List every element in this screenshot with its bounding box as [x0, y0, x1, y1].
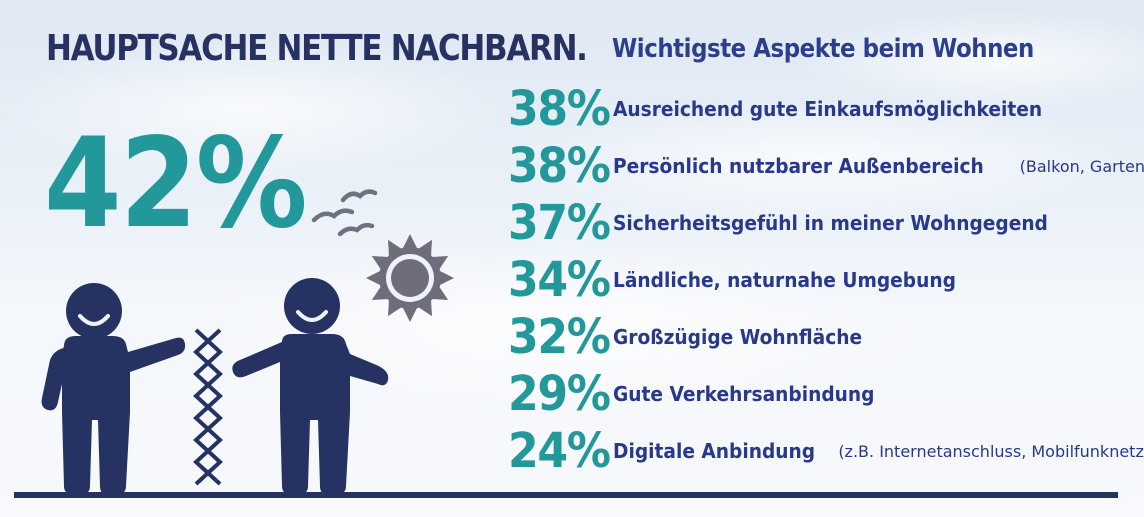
list-item-label: Digitale Anbindung [613, 439, 816, 463]
list-item-note: (Balkon, Garten) [1019, 156, 1144, 176]
page-subtitle: Wichtigste Aspekte beim Wohnen [612, 34, 1034, 64]
list-item: 38% Ausreichend gute Einkaufsmöglichkeit… [508, 80, 1074, 138]
list-item-value: 32% [508, 309, 611, 365]
person-left-icon [41, 283, 186, 494]
list-item-label: Persönlich nutzbarer Außenbereich [613, 154, 984, 178]
person-right-icon [232, 278, 389, 494]
list-item: 38% Persönlich nutzbarer Außenbereich (B… [508, 137, 1144, 195]
list-item: 34% Ländliche, naturnahe Umgebung [508, 251, 982, 309]
header: HAUPTSACHE NETTE NACHBARN. Wichtigste As… [46, 28, 1034, 69]
list-item: 29% Gute Verkehrsanbindung [508, 365, 894, 423]
list-item: 24% Digitale Anbindung (z.B. Internetans… [508, 422, 1144, 480]
list-item-label: Gute Verkehrsanbindung [613, 382, 875, 406]
list-item-label: Großzügige Wohnfläche [613, 325, 863, 349]
list-item-value: 29% [508, 366, 611, 422]
list-item-value: 24% [508, 423, 611, 479]
list-item-label: Sicherheitsgefühl in meiner Wohngegend [613, 211, 1048, 235]
list-item-note: (z.B. Internetanschluss, Mobilfunknetz) [838, 441, 1144, 461]
ground-line [14, 492, 1118, 498]
list-item-value: 38% [508, 138, 611, 194]
list-item-label: Ländliche, naturnahe Umgebung [613, 268, 956, 292]
highlight-percentage: 42% [44, 112, 308, 256]
list-item-value: 37% [508, 195, 611, 251]
list-item: 32% Großzügige Wohnfläche [508, 308, 881, 366]
birds-icon [311, 189, 378, 237]
list-item-value: 34% [508, 252, 611, 308]
list-item: 37% Sicherheitsgefühl in meiner Wohngege… [508, 194, 1081, 252]
fence-icon [193, 328, 223, 486]
list-item-value: 38% [508, 81, 611, 137]
list-item-label: Ausreichend gute Einkaufsmöglichkeiten [613, 97, 1043, 121]
page-title: HAUPTSACHE NETTE NACHBARN. [46, 28, 588, 69]
sun-icon [366, 234, 454, 322]
